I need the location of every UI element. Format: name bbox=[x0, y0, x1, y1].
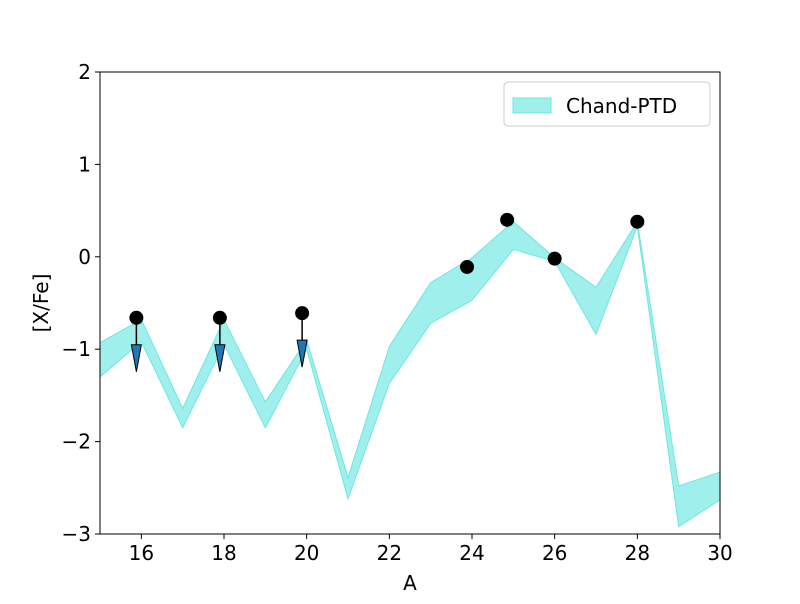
x-axis-label: A bbox=[403, 571, 417, 595]
y-tick-label: −2 bbox=[62, 430, 91, 454]
plot-frame bbox=[99, 71, 721, 535]
limit-arrow bbox=[214, 344, 226, 372]
point bbox=[460, 259, 475, 274]
x-tick-label: 22 bbox=[377, 541, 402, 565]
point bbox=[547, 251, 562, 266]
point bbox=[212, 310, 227, 325]
legend-label: Chand-PTD bbox=[566, 94, 677, 118]
x-tick-label: 24 bbox=[459, 541, 484, 565]
limit-arrow bbox=[296, 339, 308, 368]
x-tick-label: 16 bbox=[129, 541, 154, 565]
x-tick-label: 30 bbox=[707, 541, 732, 565]
legend-swatch bbox=[512, 97, 552, 114]
x-tick-label: 28 bbox=[625, 541, 650, 565]
y-tick-label: 1 bbox=[78, 152, 91, 176]
y-tick-label: −3 bbox=[62, 522, 91, 546]
band bbox=[100, 220, 720, 528]
point bbox=[500, 212, 515, 227]
x-tick-label: 20 bbox=[294, 541, 319, 565]
x-tick-label: 18 bbox=[211, 541, 236, 565]
y-axis-label: [X/Fe] bbox=[29, 274, 53, 333]
limit-arrow bbox=[130, 344, 142, 372]
point bbox=[129, 310, 144, 325]
y-tick-label: 2 bbox=[78, 60, 91, 84]
point bbox=[295, 306, 310, 321]
plot bbox=[100, 212, 720, 528]
point bbox=[630, 214, 645, 229]
y-tick-label: 0 bbox=[78, 245, 91, 269]
y-tick-label: −1 bbox=[62, 337, 91, 361]
x-tick-label: 26 bbox=[542, 541, 567, 565]
legend-box bbox=[503, 81, 711, 127]
